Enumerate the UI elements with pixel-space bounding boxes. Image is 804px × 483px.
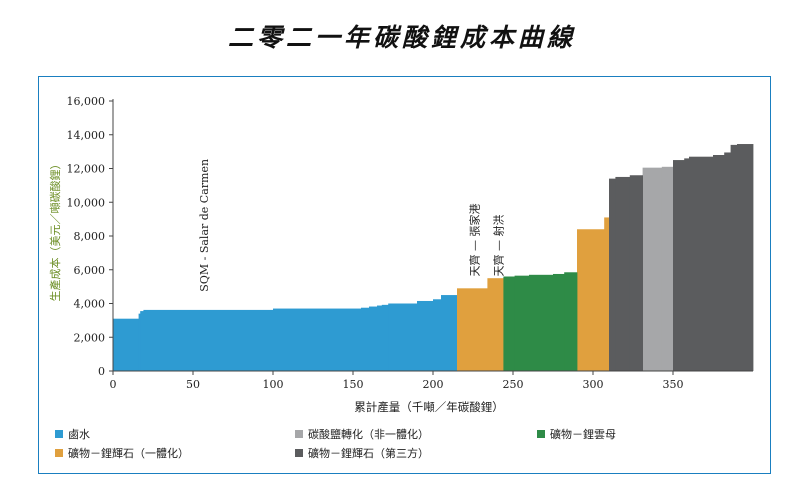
bar-series-1-step-2 xyxy=(577,229,605,371)
y-tick-label-7: 14,000 xyxy=(67,129,106,142)
bar-series-4-step-1 xyxy=(615,176,631,371)
x-tick-label-1: 50 xyxy=(186,378,200,391)
chart-bars xyxy=(113,144,754,372)
annotation-2: 天齊 — 射洪 xyxy=(492,215,506,277)
bar-series-2-step-0 xyxy=(503,276,515,371)
bar-series-4-step-7 xyxy=(724,152,731,371)
x-tick-label-6: 300 xyxy=(583,378,604,391)
chart-title: 二零二一年碳酸鋰成本曲線 xyxy=(227,23,576,52)
bar-series-0-step-6 xyxy=(369,306,378,371)
cost-curve-chart: 0 2,000 4,000 6,000 8,000 10,000 12,000 14,000 1… xyxy=(48,95,754,414)
bar-series-2-step-1 xyxy=(514,275,530,371)
legend-item-spodumene-integrated: 礦物－鋰輝石（一體化） xyxy=(55,445,189,461)
legend-swatch-spodumene-third-party xyxy=(295,449,303,457)
bar-series-0-step-8 xyxy=(381,304,389,371)
x-axis-label: 累計產量（千噸／年碳酸鋰） xyxy=(354,400,504,414)
y-tick-label-5: 10,000 xyxy=(67,196,106,209)
legend-item-brine: 鹵水 xyxy=(55,426,90,442)
bar-series-4-step-8 xyxy=(730,144,738,372)
bar-series-3-step-1 xyxy=(661,166,674,371)
x-tick-label-7: 350 xyxy=(663,378,684,391)
bar-series-0-step-7 xyxy=(377,305,383,371)
legend-item-carbonate-conversion: 碳酸鹽轉化（非一體化） xyxy=(295,426,429,442)
bar-series-4-step-5 xyxy=(689,156,714,371)
bar-series-2-step-3 xyxy=(553,273,565,371)
bar-series-0-step-11 xyxy=(433,299,442,371)
legend-item-spodumene-third-party: 礦物－鋰輝石（第三方） xyxy=(295,445,429,461)
bar-series-4-step-0 xyxy=(609,178,616,372)
bar-series-1-step-3 xyxy=(604,217,610,371)
y-axis-label: 生產成本（美元／噸碳酸鋰） xyxy=(48,159,62,302)
y-tick-label-6: 12,000 xyxy=(67,163,106,176)
legend-label-lepidolite: 礦物－鋰雲母 xyxy=(550,428,616,441)
bar-series-1-step-1 xyxy=(487,278,504,371)
bar-series-1-step-0 xyxy=(457,288,488,371)
chart-frame: 0 2,000 4,000 6,000 8,000 10,000 12,000 14,000 1… xyxy=(38,76,771,474)
bar-series-0-step-2 xyxy=(140,311,144,371)
bar-series-4-step-9 xyxy=(737,144,754,371)
bar-series-4-step-3 xyxy=(673,160,685,371)
bar-series-0-step-1 xyxy=(138,313,141,372)
bar-series-0-step-10 xyxy=(417,300,434,371)
legend-label-carbonate-conversion: 碳酸鹽轉化（非一體化） xyxy=(308,428,429,441)
x-tick-label-2: 100 xyxy=(263,378,284,391)
x-tick-label-4: 200 xyxy=(423,378,444,391)
x-tick-label-0: 0 xyxy=(110,378,117,391)
legend-swatch-spodumene-integrated xyxy=(55,449,63,457)
x-tick-label-3: 150 xyxy=(343,378,364,391)
y-tick-label-1: 2,000 xyxy=(74,331,106,344)
bar-series-4-step-6 xyxy=(713,155,725,371)
legend-label-spodumene-integrated: 礦物－鋰輝石（一體化） xyxy=(68,447,189,460)
legend-label-brine: 鹵水 xyxy=(68,428,90,441)
chart-annotations: SQM - Salar de Carmen 天齊 — 張家港 天齊 — 射洪 xyxy=(198,159,505,292)
bar-series-0-step-0 xyxy=(113,318,139,371)
x-tick-label-5: 250 xyxy=(503,378,524,391)
bar-series-2-step-4 xyxy=(564,272,578,371)
bar-series-0-step-12 xyxy=(441,295,458,371)
bar-series-2-step-2 xyxy=(529,274,554,371)
annotation-0: SQM - Salar de Carmen xyxy=(198,159,211,292)
y-tick-label-3: 6,000 xyxy=(74,264,106,277)
bar-series-3-step-0 xyxy=(642,167,663,371)
y-tick-label-2: 4,000 xyxy=(74,298,106,311)
legend-swatch-carbonate-conversion xyxy=(295,430,303,438)
legend-swatch-brine xyxy=(55,430,63,438)
annotation-1: 天齊 — 張家港 xyxy=(468,204,482,277)
legend-label-spodumene-third-party: 礦物－鋰輝石（第三方） xyxy=(308,447,429,460)
bar-series-0-step-3 xyxy=(143,309,274,371)
y-tick-label-4: 8,000 xyxy=(74,230,106,243)
legend-swatch-lepidolite xyxy=(537,430,545,438)
y-tick-label-0: 0 xyxy=(98,365,105,378)
bar-series-0-step-4 xyxy=(273,308,362,371)
bar-series-0-step-9 xyxy=(388,303,418,371)
y-tick-label-8: 16,000 xyxy=(67,95,106,108)
bar-series-4-step-2 xyxy=(629,175,643,371)
legend-item-lepidolite: 礦物－鋰雲母 xyxy=(537,426,616,442)
bar-series-0-step-5 xyxy=(361,307,370,371)
bar-series-4-step-4 xyxy=(684,158,690,372)
chart-axes: 0 2,000 4,000 6,000 8,000 10,000 12,000 14,000 1… xyxy=(67,95,753,391)
